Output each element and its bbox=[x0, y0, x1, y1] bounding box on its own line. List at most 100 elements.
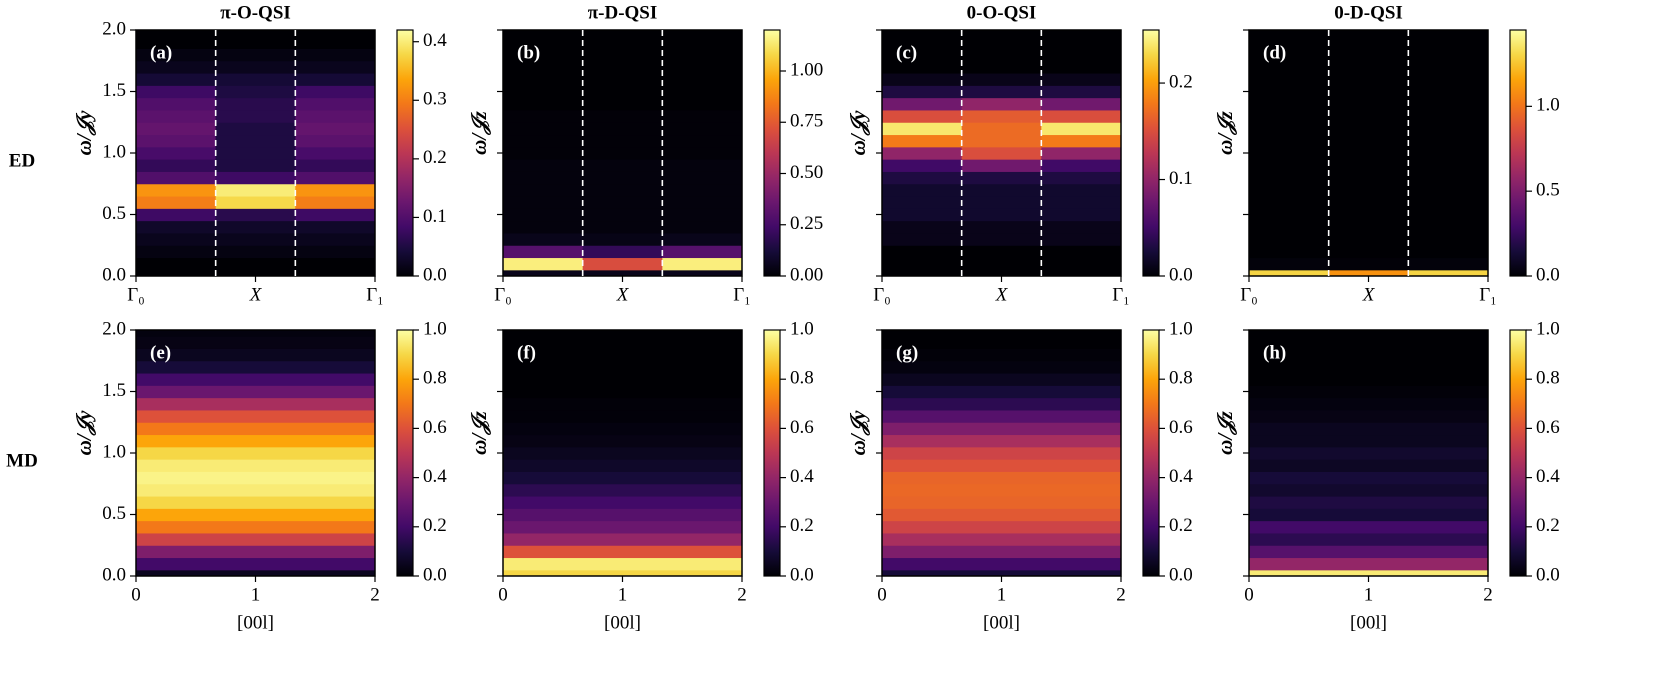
colorbar bbox=[1509, 329, 1527, 577]
colorbar bbox=[1142, 329, 1160, 577]
heat-cell bbox=[882, 471, 1121, 485]
heat-cell bbox=[1249, 159, 1330, 172]
y-tick-label: 1.0 bbox=[102, 141, 126, 162]
heat-cell bbox=[662, 171, 742, 185]
heat-cell bbox=[882, 183, 963, 197]
heat-cell bbox=[503, 171, 584, 185]
heat-cell bbox=[295, 245, 375, 259]
heat-cell bbox=[882, 73, 963, 86]
heat-cell bbox=[136, 459, 375, 472]
heat-cell bbox=[1249, 330, 1488, 337]
heat-cell bbox=[882, 196, 963, 209]
x-tick-label: 2 bbox=[370, 584, 380, 605]
heat-cell bbox=[1041, 269, 1121, 276]
panel-label: (g) bbox=[896, 342, 918, 363]
heat-cell bbox=[1249, 508, 1488, 522]
heat-cell bbox=[882, 330, 1121, 337]
heat-cell bbox=[503, 520, 742, 534]
heat-cell bbox=[882, 30, 963, 37]
heat-cell bbox=[503, 159, 584, 172]
heat-cell bbox=[1249, 183, 1330, 197]
heat-cell bbox=[882, 208, 963, 222]
heat-cell bbox=[136, 183, 217, 197]
heat-cell bbox=[1408, 30, 1488, 37]
heat-cell bbox=[1249, 569, 1488, 576]
heat-cell bbox=[1041, 134, 1121, 148]
heat-cell bbox=[582, 30, 663, 37]
heat-cell bbox=[503, 557, 742, 571]
y-axis-label: ω/𝒥z bbox=[467, 410, 491, 455]
colorbar-tick-label: 0.25 bbox=[790, 213, 823, 234]
heat-cell bbox=[882, 109, 963, 123]
heat-cell bbox=[882, 508, 1121, 522]
panel: Γ₀ X Γ₁ 0-D-QSI (d) ω/𝒥z 0.0 0.5 1.0 bbox=[1213, 2, 1560, 305]
heat-cell bbox=[503, 330, 742, 337]
heat-cell bbox=[295, 36, 375, 49]
heat-cell bbox=[1408, 245, 1488, 259]
heat-cell bbox=[503, 122, 584, 136]
x-tick-label: Γ₀ bbox=[494, 284, 512, 305]
colorbar-tick-label: 1.0 bbox=[790, 318, 814, 339]
heat-cell bbox=[882, 134, 963, 148]
heat-cell bbox=[1249, 109, 1330, 123]
heat-cell bbox=[1249, 134, 1330, 148]
heat-cell bbox=[882, 360, 1121, 374]
heat-cell bbox=[882, 373, 1121, 386]
heat-cell bbox=[961, 183, 1042, 197]
heat-cell bbox=[295, 122, 375, 136]
heat-cell bbox=[503, 434, 742, 448]
heat-cell bbox=[503, 336, 742, 349]
heat-cell bbox=[1408, 208, 1488, 222]
heat-cell bbox=[503, 422, 742, 436]
heat-cell bbox=[136, 520, 375, 534]
heat-cell bbox=[503, 459, 742, 472]
heat-cell bbox=[1328, 183, 1409, 197]
heat-cell bbox=[136, 360, 375, 374]
heat-cell bbox=[882, 434, 1121, 448]
heat-cell bbox=[1249, 60, 1330, 74]
colorbar-tick-label: 0.75 bbox=[790, 111, 823, 132]
colorbar-tick-label: 0.6 bbox=[1536, 417, 1560, 438]
y-tick-label: 0.5 bbox=[102, 503, 126, 524]
heat-cell bbox=[882, 483, 1121, 497]
colorbar-tick-label: 0.8 bbox=[1536, 368, 1560, 389]
heat-cell bbox=[882, 36, 963, 49]
heat-cell bbox=[961, 36, 1042, 49]
heat-cell bbox=[882, 122, 963, 136]
heat-cell bbox=[215, 109, 296, 123]
heat-cell bbox=[882, 60, 963, 74]
heat-cell bbox=[503, 60, 584, 74]
heat-cell bbox=[503, 97, 584, 111]
heat-cell bbox=[503, 545, 742, 559]
heat-cell bbox=[961, 97, 1042, 111]
heat-cell bbox=[215, 183, 296, 197]
heat-cell bbox=[961, 122, 1042, 136]
heat-cell bbox=[503, 134, 584, 148]
heat-cell bbox=[662, 36, 742, 49]
y-tick-label: 1.0 bbox=[102, 441, 126, 462]
heat-cell bbox=[1041, 48, 1121, 62]
heat-cell bbox=[1408, 97, 1488, 111]
heat-cell bbox=[1041, 196, 1121, 209]
heat-cell bbox=[1328, 97, 1409, 111]
colorbar-tick-label: 0.0 bbox=[790, 564, 814, 585]
heat-cell bbox=[1249, 336, 1488, 349]
x-tick-label: 2 bbox=[1483, 584, 1493, 605]
heat-cell bbox=[582, 232, 663, 246]
heat-cell bbox=[1249, 171, 1330, 185]
heat-cell bbox=[136, 269, 217, 276]
panel-label: (d) bbox=[1263, 42, 1286, 63]
y-tick-label: 0.0 bbox=[102, 564, 126, 585]
colorbar bbox=[1509, 29, 1527, 277]
heat-cell bbox=[582, 85, 663, 99]
heat-cell bbox=[1041, 208, 1121, 222]
heat-cell bbox=[582, 109, 663, 123]
colorbar-tick-label: 0.5 bbox=[1536, 180, 1560, 201]
heat-cell bbox=[1408, 269, 1488, 276]
x-tick-label: 2 bbox=[737, 584, 747, 605]
panel: 0.0 0.5 1.0 1.5 2.0 Γ₀ X Γ₁ π-O-QSI ED (a) ω/𝒥y 0.0 0… bbox=[9, 2, 447, 305]
heat-cell bbox=[295, 85, 375, 99]
heat-cell bbox=[136, 146, 217, 160]
heat-cell bbox=[503, 48, 584, 62]
heat-cell bbox=[136, 569, 375, 576]
